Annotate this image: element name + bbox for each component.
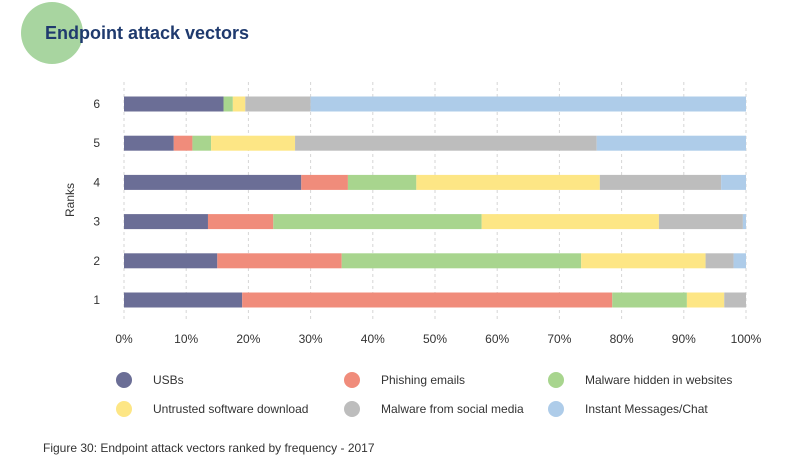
- legend-label: Malware from social media: [381, 402, 524, 416]
- bar-segment: [416, 174, 600, 190]
- x-tick-label: 10%: [174, 332, 198, 346]
- bar-segment: [310, 96, 746, 112]
- grid-lines: [123, 82, 747, 322]
- y-tick-label: 1: [93, 293, 100, 307]
- x-tick-label: 60%: [485, 332, 509, 346]
- y-tick-label: 3: [93, 215, 100, 229]
- x-tick-label: 30%: [299, 332, 323, 346]
- legend-swatch: [116, 401, 132, 417]
- bar-segment: [347, 174, 417, 190]
- y-tick-label: 2: [93, 254, 100, 268]
- bar-segment: [301, 174, 348, 190]
- y-tick-label: 5: [93, 136, 100, 150]
- bar-segment: [124, 96, 224, 112]
- bar-segment: [686, 292, 725, 308]
- legend-swatch: [344, 372, 360, 388]
- legend-label: Phishing emails: [381, 373, 465, 387]
- bar-segment: [581, 253, 706, 269]
- y-tick-label: 4: [93, 175, 100, 189]
- bar-segment: [217, 253, 342, 269]
- chart-title: Endpoint attack vectors: [45, 23, 249, 43]
- x-tick-label: 70%: [547, 332, 571, 346]
- legend-swatch: [548, 372, 564, 388]
- bar-segment: [341, 253, 582, 269]
- y-axis-label: Ranks: [63, 183, 77, 217]
- y-tick-labels: 1 2 3 4 5 6: [93, 97, 100, 307]
- bar-segment: [481, 214, 659, 230]
- bar-segment: [612, 292, 687, 308]
- x-tick-label: 50%: [423, 332, 447, 346]
- x-tick-label: 0%: [115, 332, 133, 346]
- x-tick-label: 100%: [731, 332, 762, 346]
- legend-swatch: [548, 401, 564, 417]
- bar-segment: [596, 135, 746, 151]
- bar-segment: [211, 135, 296, 151]
- bar-segment: [242, 292, 613, 308]
- bar-segment: [245, 96, 311, 112]
- x-tick-label: 20%: [236, 332, 260, 346]
- x-tick-label: 80%: [610, 332, 634, 346]
- bar-segment: [742, 214, 746, 230]
- bar-segment: [295, 135, 597, 151]
- bars: [124, 96, 746, 308]
- bar-segment: [599, 174, 722, 190]
- legend-label: Malware hidden in websites: [585, 373, 732, 387]
- bar-segment: [124, 135, 174, 151]
- y-tick-label: 6: [93, 97, 100, 111]
- bar-segment: [192, 135, 212, 151]
- bar-segment: [124, 174, 302, 190]
- bar-segment: [721, 174, 746, 190]
- bar-segment: [124, 214, 208, 230]
- bar-segment: [705, 253, 734, 269]
- x-tick-label: 90%: [672, 332, 696, 346]
- bar-segment: [273, 214, 482, 230]
- legend: USBs Phishing emails Malware hidden in web…: [116, 372, 732, 417]
- legend-label: Untrusted software download: [153, 402, 308, 416]
- bar-segment: [124, 292, 243, 308]
- bar-segment: [232, 96, 246, 112]
- bar-segment: [223, 96, 233, 112]
- bar-segment: [173, 135, 193, 151]
- legend-label: Instant Messages/Chat: [585, 402, 708, 416]
- x-tick-labels: 0% 10% 20% 30% 40% 50% 60% 70% 80% 90% 100%: [115, 332, 761, 346]
- bar-segment: [733, 253, 746, 269]
- bar-segment: [658, 214, 743, 230]
- x-tick-label: 40%: [361, 332, 385, 346]
- figure-caption: Figure 30: Endpoint attack vectors ranke…: [43, 441, 375, 455]
- legend-label: USBs: [153, 373, 184, 387]
- bar-segment: [724, 292, 746, 308]
- legend-swatch: [344, 401, 360, 417]
- legend-swatch: [116, 372, 132, 388]
- title-badge: [21, 2, 83, 64]
- bar-segment: [207, 214, 274, 230]
- bar-segment: [124, 253, 218, 269]
